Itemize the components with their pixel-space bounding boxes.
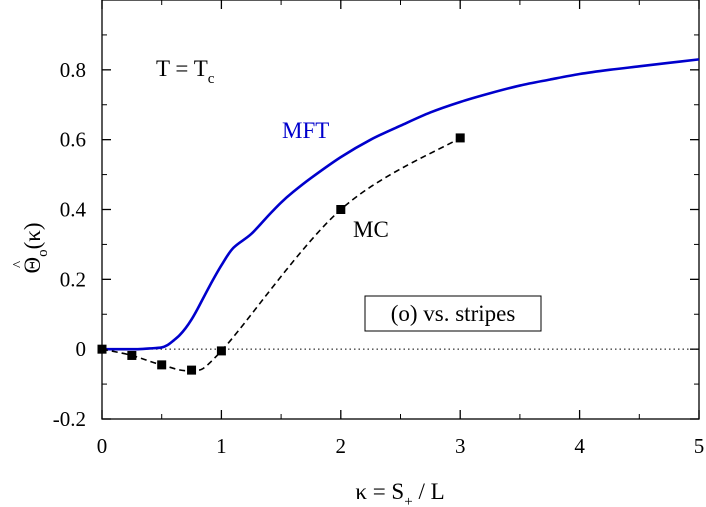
y-axis-title-sub: o <box>35 249 51 257</box>
mc-series-line <box>101 137 461 372</box>
y-axis-title-hat: ^ <box>11 261 27 268</box>
y-tick-label: 0.4 <box>60 198 87 222</box>
box-label: (o) vs. stripes <box>391 301 516 326</box>
y-tick-label: 0 <box>76 337 87 361</box>
mc-data-point <box>455 133 465 143</box>
x-tick-label: 0 <box>97 434 108 458</box>
mc-data-point <box>216 346 226 356</box>
temperature-annotation: T = Tc <box>156 56 215 87</box>
mc-data-point <box>187 365 197 375</box>
mc-data-point <box>97 344 107 354</box>
y-axis-title-main: Θ <box>20 257 45 274</box>
x-tick-label: 1 <box>216 434 227 458</box>
y-tick-label: 0.2 <box>60 267 86 291</box>
legend-box <box>364 295 542 332</box>
mft-series-line <box>102 58 700 351</box>
mc-series-markers <box>97 133 465 375</box>
mc-data-point <box>336 205 346 214</box>
x-tick-label: 4 <box>574 434 585 458</box>
y-tick-label: 0.8 <box>60 58 86 82</box>
svg-text:Θo(κ): Θo(κ) <box>20 222 51 273</box>
mc-data-point <box>127 350 137 360</box>
x-tick-label: 3 <box>455 434 466 458</box>
x-tick-label: 2 <box>336 434 347 458</box>
mc-data-point <box>157 360 167 370</box>
y-axis-title: Θo(κ) ^ <box>11 222 51 273</box>
y-tick-label: 0.6 <box>60 128 86 152</box>
x-tick-label: 5 <box>694 434 705 458</box>
x-axis-title: κ = S+ / L <box>355 479 444 507</box>
mc-label: MC <box>353 217 389 242</box>
mft-label: MFT <box>282 118 329 143</box>
y-axis-ticks: -0.2 0 0.2 0.4 0.6 0.8 <box>53 34 699 431</box>
x-axis-ticks: 0 1 2 3 4 5 <box>97 0 705 458</box>
y-axis-title-tail: (κ) <box>20 222 45 249</box>
y-tick-label: -0.2 <box>53 407 86 431</box>
